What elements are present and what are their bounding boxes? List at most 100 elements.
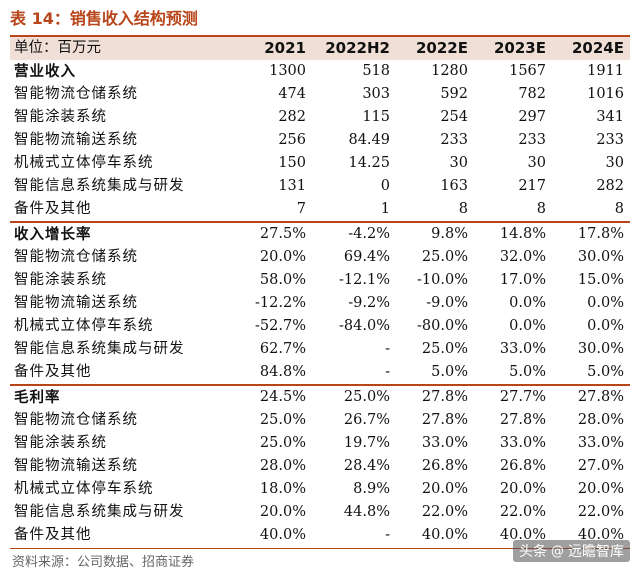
- table-row: 智能涂装系统 25.0% 19.7% 33.0% 33.0% 33.0%: [10, 432, 630, 455]
- table-cell: 282: [596, 178, 624, 194]
- table-cell: 233: [518, 132, 546, 148]
- row-label: 智能物流输送系统: [14, 295, 138, 311]
- table-cell: 233: [596, 132, 624, 148]
- table-cell: 256: [278, 132, 306, 148]
- table-row: 智能物流仓储系统 20.0% 69.4% 25.0% 32.0% 30.0%: [10, 246, 630, 269]
- table-row: 机械式立体停车系统 -52.7% -84.0% -80.0% 0.0% 0.0%: [10, 315, 630, 338]
- row-label: 智能物流仓储系统: [14, 249, 138, 265]
- table-cell: 27.8%: [396, 384, 474, 409]
- row-label: 机械式立体停车系统: [14, 318, 154, 334]
- table-cell: 22.0%: [499, 504, 546, 520]
- table-row: 智能信息系统集成与研发 20.0% 44.8% 22.0% 22.0% 22.0%: [10, 501, 630, 524]
- table-cell: 58.0%: [259, 272, 306, 288]
- table-cell: 0.0%: [587, 318, 624, 334]
- table-body: 营业收入 1300 518 1280 1567 1911 智能物流仓储系统 474 303 592…: [10, 60, 630, 547]
- table-cell: 25.0%: [312, 384, 396, 409]
- table-row: 智能物流输送系统 -12.2% -9.2% -9.0% 0.0% 0.0%: [10, 292, 630, 315]
- unit-label: 单位：百万元: [14, 40, 101, 56]
- table-cell: 297: [518, 109, 546, 125]
- table-cell: 30: [449, 155, 468, 171]
- table-row: 备件及其他 7 1 8 8 8: [10, 198, 630, 222]
- row-label: 营业收入: [14, 63, 76, 80]
- table-cell: 9.8%: [396, 221, 474, 246]
- table-cell: 69.4%: [343, 249, 390, 265]
- table-cell: 24.5%: [216, 384, 312, 409]
- row-label: 智能物流输送系统: [14, 458, 138, 474]
- table-cell: 17.0%: [499, 272, 546, 288]
- source-note: 资料来源：公司数据、招商证券: [12, 555, 195, 570]
- row-label: 智能涂装系统: [14, 109, 107, 125]
- table-cell: 30.0%: [577, 341, 624, 357]
- column-header: 2022H2: [325, 39, 390, 57]
- row-label: 备件及其他: [14, 201, 92, 217]
- table-cell: -84.0%: [339, 318, 390, 334]
- row-label: 智能物流仓储系统: [14, 412, 138, 428]
- table-cell: 341: [596, 109, 624, 125]
- row-label: 机械式立体停车系统: [14, 155, 154, 171]
- table-cell: -: [385, 527, 390, 543]
- table-cell: 30.0%: [577, 249, 624, 265]
- table-cell: -52.7%: [255, 318, 306, 334]
- table-cell: 1016: [587, 86, 624, 102]
- table-cell: 32.0%: [499, 249, 546, 265]
- watermark-name: 远瞻智库: [568, 544, 624, 560]
- table-row: 智能物流输送系统 28.0% 28.4% 26.8% 26.8% 27.0%: [10, 455, 630, 478]
- section-total-row: 毛利率 24.5% 25.0% 27.8% 27.7% 27.8%: [10, 384, 630, 409]
- table-cell: 8.9%: [353, 481, 390, 497]
- at-icon: @: [551, 543, 564, 559]
- table-row: 备件及其他 84.8% - 5.0% 5.0% 5.0%: [10, 361, 630, 385]
- table-cell: 25.0%: [259, 435, 306, 451]
- table-row: 智能物流仓储系统 25.0% 26.7% 27.8% 27.8% 28.0%: [10, 409, 630, 432]
- table-cell: 27.0%: [577, 458, 624, 474]
- table-cell: 14.8%: [474, 221, 552, 246]
- table-cell: 14.25: [348, 155, 390, 171]
- table-row: 机械式立体停车系统 18.0% 8.9% 20.0% 20.0% 20.0%: [10, 478, 630, 501]
- table-row: 智能涂装系统 58.0% -12.1% -10.0% 17.0% 15.0%: [10, 269, 630, 292]
- table-cell: 25.0%: [421, 341, 468, 357]
- table-cell: 282: [278, 109, 306, 125]
- table-cell: 26.8%: [421, 458, 468, 474]
- table-cell: 40.0%: [577, 527, 624, 543]
- table-cell: 233: [440, 132, 468, 148]
- header-row: 单位：百万元 2021 2022H2 2022E 2023E 2024E: [10, 37, 630, 60]
- table-cell: -: [385, 341, 390, 357]
- table-cell: 26.7%: [343, 412, 390, 428]
- table-cell: 33.0%: [577, 435, 624, 451]
- row-label: 备件及其他: [14, 364, 92, 380]
- table-cell: 8: [614, 201, 624, 217]
- table-cell: 115: [362, 109, 390, 125]
- table-cell: 40.0%: [499, 527, 546, 543]
- table-cell: 0.0%: [509, 318, 546, 334]
- row-label: 智能信息系统集成与研发: [14, 178, 185, 194]
- table-cell: 782: [518, 86, 546, 102]
- table-cell: 62.7%: [259, 341, 306, 357]
- table-cell: -: [385, 364, 390, 380]
- table-cell: 27.7%: [474, 384, 552, 409]
- table-cell: 84.49: [348, 132, 390, 148]
- table-row: 智能涂装系统 282 115 254 297 341: [10, 106, 630, 129]
- table-row: 智能物流输送系统 256 84.49 233 233 233: [10, 129, 630, 152]
- table-cell: 84.8%: [259, 364, 306, 380]
- table-cell: 25.0%: [421, 249, 468, 265]
- table-cell: 518: [362, 63, 390, 79]
- row-label: 机械式立体停车系统: [14, 481, 154, 497]
- table-cell: -4.2%: [312, 221, 396, 246]
- table-cell: 18.0%: [259, 481, 306, 497]
- table-cell: 44.8%: [343, 504, 390, 520]
- table-cell: -10.0%: [417, 272, 468, 288]
- column-header: 2024E: [572, 39, 624, 57]
- table-cell: 5.0%: [587, 364, 624, 380]
- table-cell: 131: [278, 178, 306, 194]
- table-cell: -9.2%: [348, 295, 390, 311]
- table-cell: 0.0%: [587, 295, 624, 311]
- column-header: 2023E: [494, 39, 546, 57]
- table-cell: 303: [362, 86, 390, 102]
- table-cell: 254: [440, 109, 468, 125]
- table-cell: 8: [458, 201, 468, 217]
- table-cell: 22.0%: [577, 504, 624, 520]
- table-cell: 28.0%: [577, 412, 624, 428]
- table-cell: 27.8%: [552, 384, 630, 409]
- row-label: 智能物流输送系统: [14, 132, 138, 148]
- table-cell: 28.4%: [343, 458, 390, 474]
- table-cell: 5.0%: [509, 364, 546, 380]
